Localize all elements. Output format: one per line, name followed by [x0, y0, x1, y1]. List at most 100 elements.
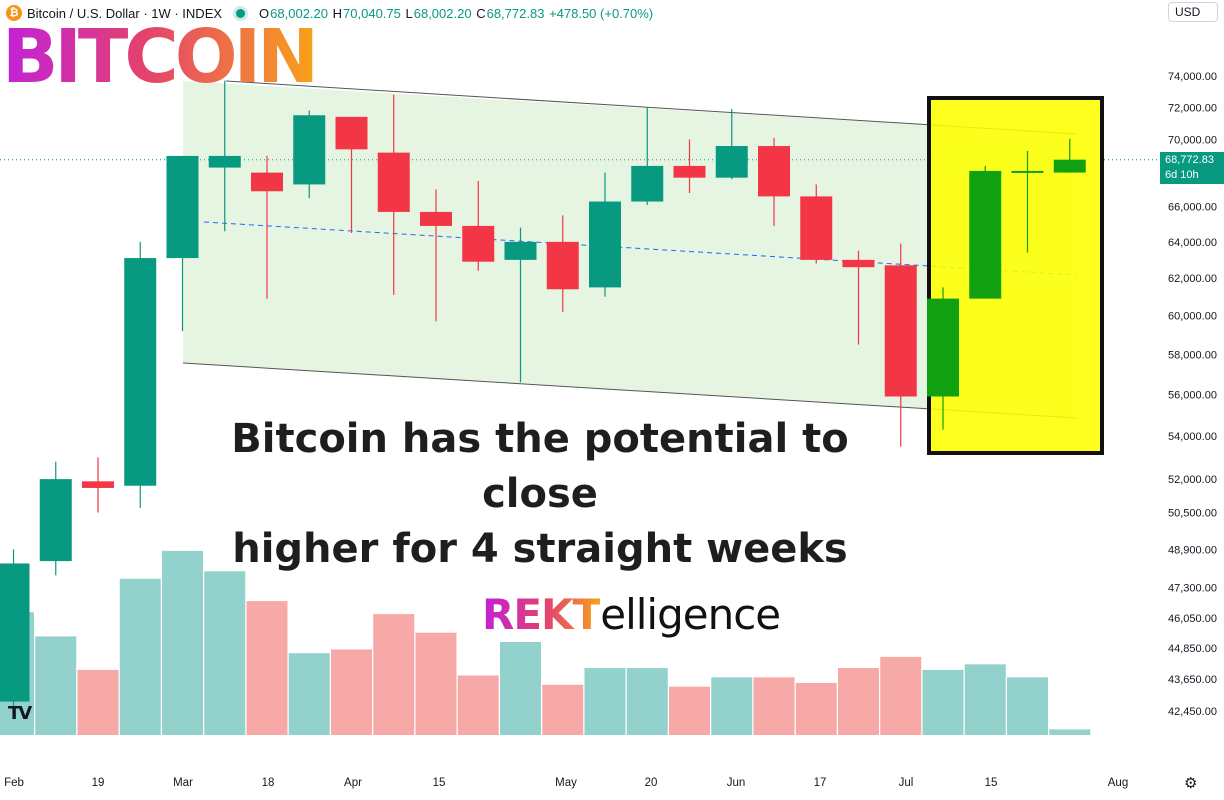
x-tick-label: 19	[92, 777, 105, 789]
volume-bar	[500, 642, 541, 735]
candle-body	[82, 481, 114, 488]
rektelligence-logo: REKTelligence	[482, 590, 781, 639]
y-tick-label: 66,000.00	[1168, 202, 1217, 214]
y-tick-label: 43,650.00	[1168, 674, 1217, 686]
x-tick-label: Aug	[1108, 777, 1128, 789]
y-tick-label: 60,000.00	[1168, 311, 1217, 323]
x-tick-label: Jul	[899, 777, 914, 789]
y-tick-label: 46,050.00	[1168, 613, 1217, 625]
x-tick-label: Jun	[727, 777, 746, 789]
volume-bar	[204, 571, 246, 735]
volume-bar	[1007, 677, 1048, 735]
change-value: +478.50 (+0.70%)	[549, 5, 654, 21]
candle-body	[124, 258, 157, 486]
x-tick-label: 17	[814, 777, 827, 789]
candle-body	[293, 115, 326, 185]
ohlc-values: O68,002.20 H70,040.75 L68,002.20 C68,772…	[259, 6, 654, 21]
volume-bar	[964, 664, 1006, 735]
y-tick-label: 44,850.00	[1168, 643, 1217, 655]
candle-body	[842, 259, 875, 268]
volume-bar	[753, 677, 795, 735]
x-tick-label: 15	[985, 777, 998, 789]
volume-bar	[584, 668, 626, 735]
x-tick-label: Mar	[173, 777, 193, 789]
volume-bar	[669, 686, 710, 735]
candle-body	[1011, 170, 1044, 173]
last-price-value: 68,772.83	[1165, 154, 1214, 166]
volume-bar	[162, 550, 203, 735]
tradingview-logo-icon[interactable]: TV	[8, 703, 32, 724]
candle-body	[251, 172, 283, 192]
volume-bar	[288, 653, 330, 735]
x-tick-label: May	[555, 777, 577, 789]
market-status-dot[interactable]	[236, 8, 246, 18]
headline-line-2: higher for 4 straight weeks	[232, 526, 848, 572]
volume-bar	[415, 632, 457, 735]
volume-bar	[711, 677, 753, 735]
y-tick-label: 52,000.00	[1168, 474, 1217, 486]
candle-body	[715, 146, 748, 178]
channel-midline	[203, 221, 1078, 276]
volume-bar	[626, 668, 668, 735]
volume-bar	[77, 669, 119, 735]
candle-body	[589, 201, 621, 288]
volume-bar	[331, 649, 372, 735]
highlight-box	[927, 96, 1104, 455]
open-label: O	[259, 5, 270, 21]
volume-bar	[373, 614, 415, 735]
y-tick-label: 48,900.00	[1168, 544, 1217, 556]
candle-body	[335, 116, 368, 150]
last-price-label: 68,772.83 6d 10h	[1160, 152, 1224, 184]
y-tick-label: 47,300.00	[1168, 582, 1217, 594]
y-tick-label: 50,500.00	[1168, 508, 1217, 520]
x-tick-label: Feb	[4, 777, 24, 789]
candle-body	[166, 155, 199, 259]
candle-body	[631, 165, 664, 202]
candle-body	[377, 152, 410, 212]
high-value: 70,040.75	[343, 5, 401, 21]
volume-bar	[880, 656, 922, 735]
y-tick-label: 74,000.00	[1168, 71, 1217, 83]
bitcoin-title-overlay: BITCOIN	[2, 14, 319, 100]
close-label: C	[476, 5, 486, 21]
candle-body	[208, 155, 241, 168]
y-tick-label: 56,000.00	[1168, 389, 1217, 401]
last-price-countdown: 6d 10h	[1165, 169, 1199, 181]
chart-header: ₿ Bitcoin / U.S. Dollar · 1W · INDEX O68…	[0, 0, 654, 26]
candle-body	[758, 146, 790, 197]
x-tick-label: Apr	[344, 777, 362, 789]
bitcoin-coin-icon: ₿	[6, 5, 22, 21]
close-value: 68,772.83	[486, 5, 545, 21]
volume-bar	[457, 675, 499, 735]
candle-body	[673, 165, 706, 178]
volume-bar	[838, 668, 879, 735]
y-tick-label: 58,000.00	[1168, 349, 1217, 361]
open-value: 68,002.20	[270, 5, 329, 21]
candle-body	[884, 265, 917, 397]
headline-line-1: Bitcoin has the potential to close	[231, 416, 849, 517]
volume-bar	[922, 669, 964, 735]
volume-bar	[542, 684, 584, 735]
volume-bar	[1049, 729, 1091, 735]
candle-body	[504, 241, 537, 260]
y-tick-label: 42,450.00	[1168, 706, 1217, 718]
y-tick-label: 70,000.00	[1168, 134, 1217, 146]
volume-bar	[795, 682, 837, 735]
x-tick-label: 18	[262, 777, 275, 789]
volume-bar	[35, 636, 77, 735]
currency-select[interactable]: USD	[1168, 2, 1218, 22]
symbol-title[interactable]: Bitcoin / U.S. Dollar · 1W · INDEX	[27, 5, 223, 21]
x-tick-label: 15	[433, 777, 446, 789]
volume-bar	[246, 601, 288, 735]
y-tick-label: 62,000.00	[1168, 273, 1217, 285]
candle-body	[546, 241, 579, 290]
volume-bar	[119, 578, 161, 735]
candle-body	[927, 298, 959, 397]
gear-icon[interactable]: ⚙	[1184, 775, 1198, 792]
candle-body	[420, 211, 452, 226]
low-label: L	[405, 5, 413, 21]
headline-text: Bitcoin has the potential to close highe…	[200, 412, 880, 577]
y-tick-label: 64,000.00	[1168, 237, 1217, 249]
